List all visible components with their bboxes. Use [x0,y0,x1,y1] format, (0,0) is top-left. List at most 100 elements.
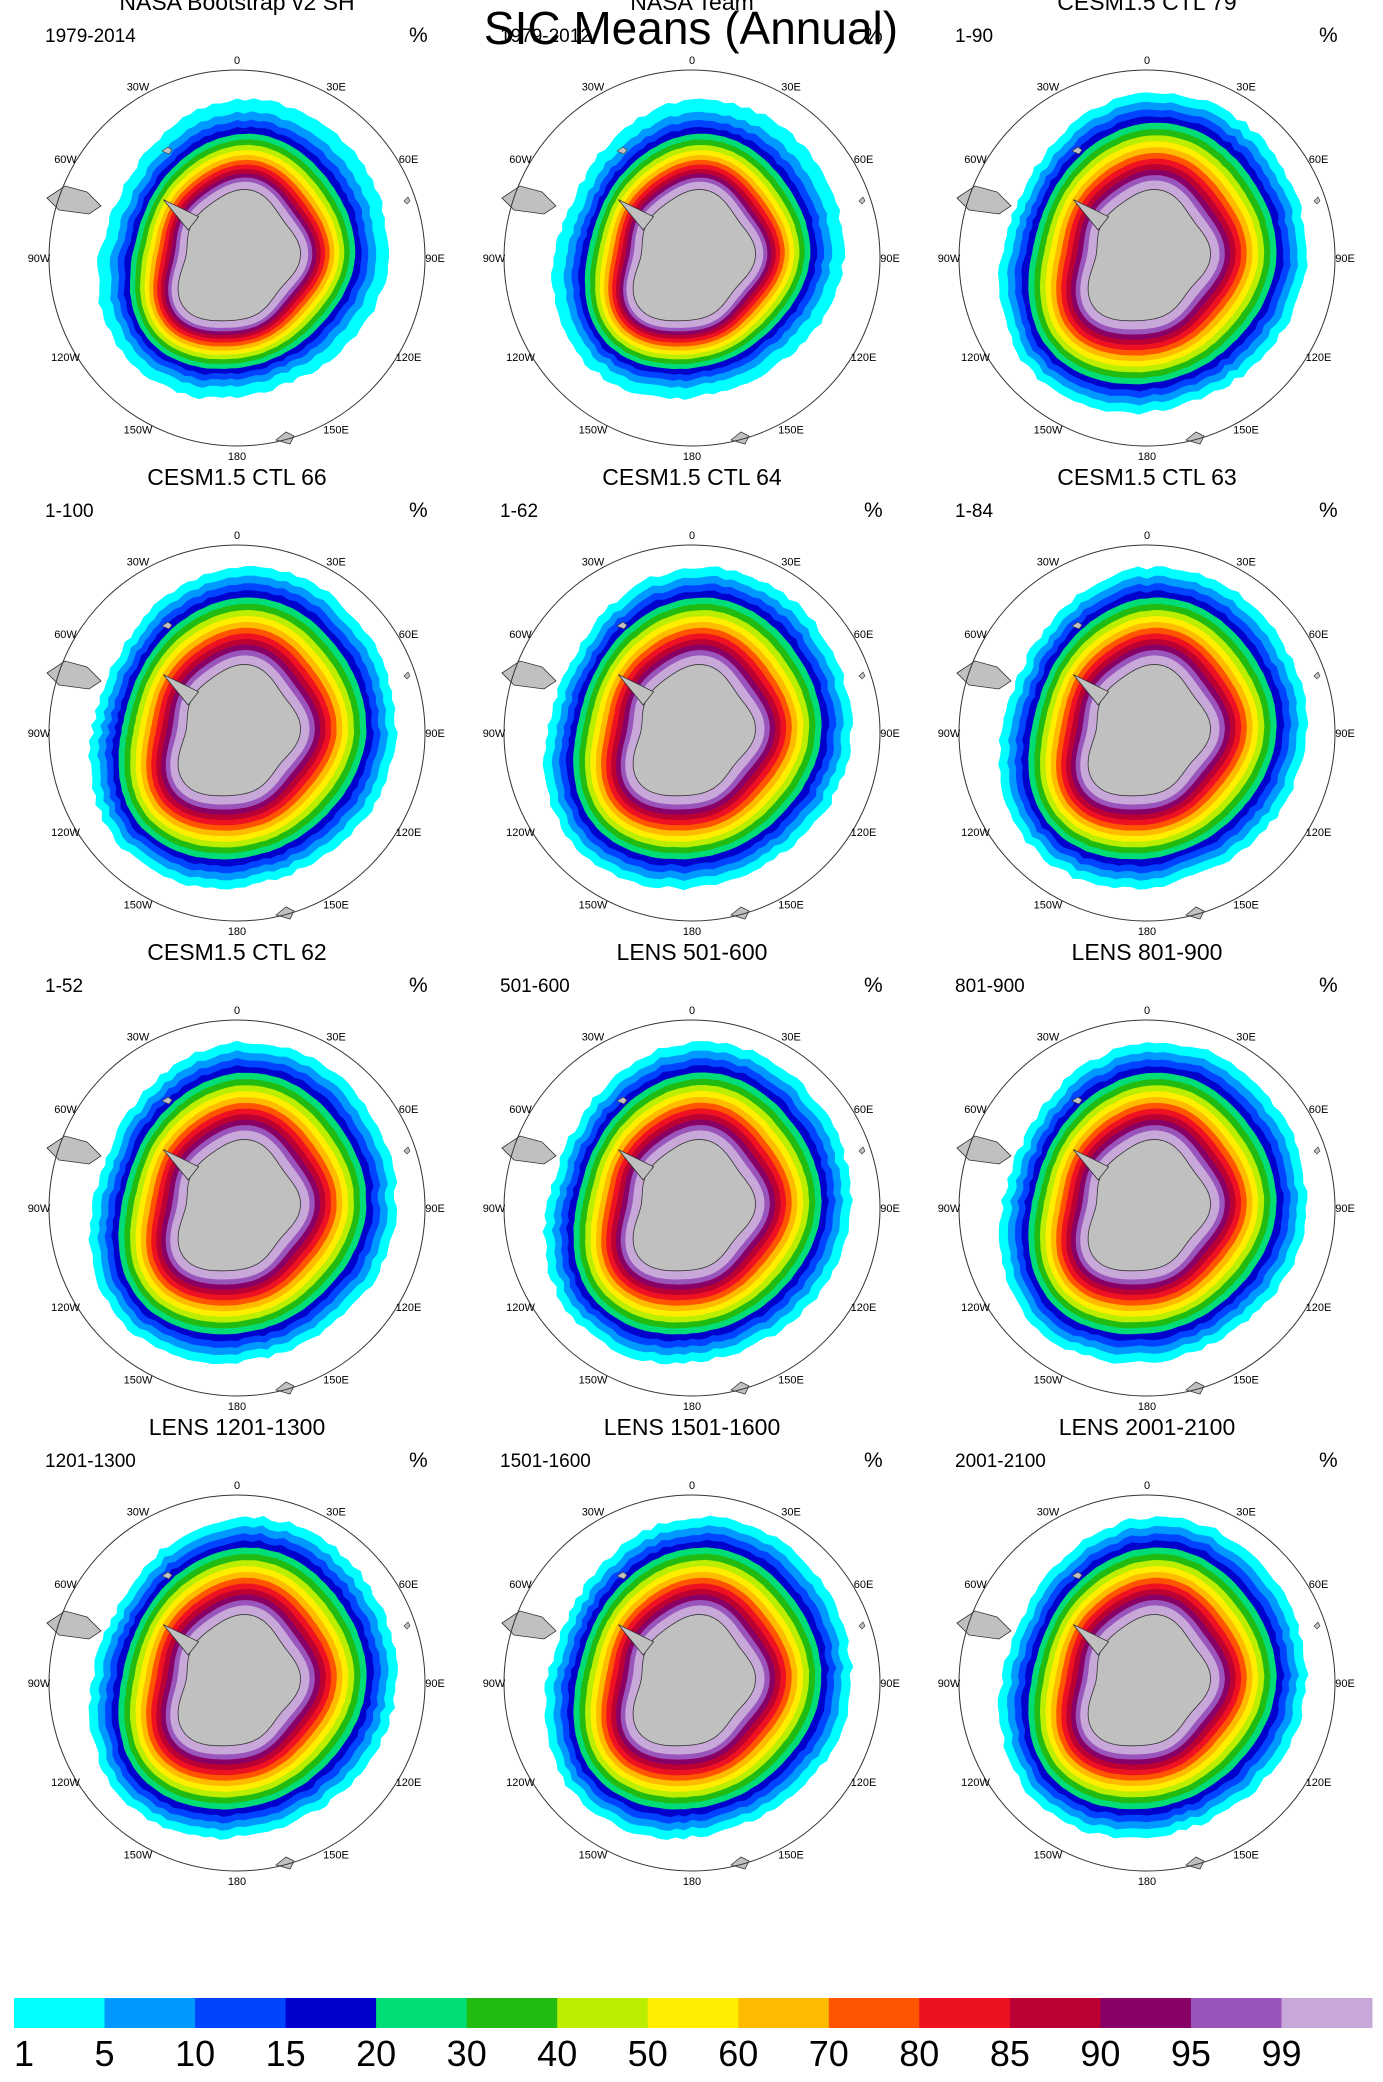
longitude-label: 90E [1335,253,1355,265]
kerguelen-island [858,1621,866,1630]
longitude-label: 180 [1138,1876,1156,1888]
map-boundary [503,1019,881,1397]
longitude-label: 60W [509,154,532,166]
colorbar-level-label: 15 [266,2033,306,2074]
longitude-label: 30W [1037,557,1060,569]
colorbar-level-label: 40 [537,2033,577,2074]
longitude-label: 180 [228,1401,246,1413]
longitude-label: 0 [1144,1005,1150,1017]
longitude-label: 90W [483,1678,506,1690]
unit-label: % [1319,499,1338,522]
map-boundary [503,544,881,922]
longitude-label: 0 [234,1480,240,1492]
colorbar-level-label: 60 [718,2033,758,2074]
colorbar-level-label: 95 [1171,2033,1211,2074]
longitude-label: 30E [1236,1032,1256,1044]
map-boundary [48,544,426,922]
panel-title: LENS 2001-2100 [1059,1414,1235,1440]
unit-label: % [1319,1449,1338,1472]
longitude-label: 60E [1309,1104,1329,1116]
colorbar-level-label: 10 [175,2033,215,2074]
longitude-label: 90W [483,253,506,265]
panel-title: CESM1.5 CTL 63 [1057,464,1236,490]
kerguelen-island [1313,1621,1321,1630]
longitude-label: 30W [127,1032,150,1044]
longitude-label: 120W [961,1302,990,1314]
falkland-island [161,1571,173,1580]
colorbar-level-label: 90 [1080,2033,1120,2074]
antarctica-landmass [632,1614,756,1747]
map-boundary [48,69,426,447]
longitude-label: 60E [399,1579,419,1591]
longitude-label: 90W [483,728,506,740]
antarctica-landmass [1087,664,1211,797]
longitude-label: 90W [938,1678,961,1690]
longitude-label: 120W [961,827,990,839]
kerguelen-island [403,196,411,205]
longitude-label: 60W [509,629,532,641]
colorbar-level-label: 99 [1261,2033,1301,2074]
colorbar-level-label: 85 [990,2033,1030,2074]
longitude-label: 30E [781,1507,801,1519]
panel-title: LENS 801-900 [1072,939,1223,965]
longitude-label: 90W [938,1203,961,1215]
longitude-label: 30W [127,557,150,569]
colorbar-swatch [14,1998,105,2028]
panel-title: NASA Bootstrap v2 SH [119,0,354,15]
antarctic-peninsula [163,199,200,231]
colorbar-level-label: 50 [628,2033,668,2074]
longitude-label: 30E [326,1507,346,1519]
unit-label: % [1319,974,1338,997]
colorbar-level-label: 20 [356,2033,396,2074]
longitude-label: 30W [582,1032,605,1044]
panel-title: LENS 1501-1600 [604,1414,780,1440]
longitude-label: 60E [854,1579,874,1591]
falkland-island [616,621,628,630]
longitude-label: 150W [1034,425,1063,437]
longitude-label: 0 [234,530,240,542]
unit-label: % [409,1449,428,1472]
longitude-label: 150W [1034,1375,1063,1387]
antarctic-peninsula [618,199,655,231]
longitude-label: 30E [326,1032,346,1044]
period-label: 1-52 [45,976,83,997]
unit-label: % [409,24,428,47]
longitude-label: 0 [1144,530,1150,542]
longitude-label: 150W [579,425,608,437]
colorbar-swatch [104,1998,196,2028]
colorbar-swatch [285,1998,377,2028]
longitude-label: 120E [1306,1777,1332,1789]
longitude-label: 0 [689,530,695,542]
colorbar-level-label: 30 [447,2033,487,2074]
kerguelen-island [403,1621,411,1630]
longitude-label: 120E [396,1302,422,1314]
longitude-label: 120E [1306,827,1332,839]
antarctica-landmass [177,189,301,322]
longitude-label: 90E [425,253,445,265]
falkland-island [161,1096,173,1105]
period-label: 1-84 [955,501,993,522]
longitude-label: 150E [1233,1375,1259,1387]
panel-title: CESM1.5 CTL 62 [147,939,326,965]
panel-title: LENS 501-600 [617,939,768,965]
antarctic-peninsula [163,1624,200,1656]
longitude-label: 180 [1138,451,1156,463]
unit-label: % [864,499,883,522]
antarctic-peninsula [163,1149,200,1181]
period-label: 1201-1300 [45,1451,136,1472]
period-label: 801-900 [955,976,1025,997]
longitude-label: 90W [938,253,961,265]
map-panel: LENS 801-900 801-900 % 0 30E 60E 90E 120E 150E 18… [938,939,1355,1413]
colorbar-swatch [738,1998,830,2028]
colorbar-swatch [1009,1998,1101,2028]
falkland-island [1071,1571,1083,1580]
map-boundary [503,69,881,447]
map-boundary [958,1019,1336,1397]
longitude-label: 120E [851,1302,877,1314]
colorbar-swatch [1100,1998,1192,2028]
longitude-label: 120W [51,1302,80,1314]
map-panel: LENS 2001-2100 2001-2100 % 0 30E 60E 90E 120E 15… [938,1414,1355,1888]
longitude-label: 0 [689,1005,695,1017]
longitude-label: 120W [506,827,535,839]
kerguelen-island [403,671,411,680]
